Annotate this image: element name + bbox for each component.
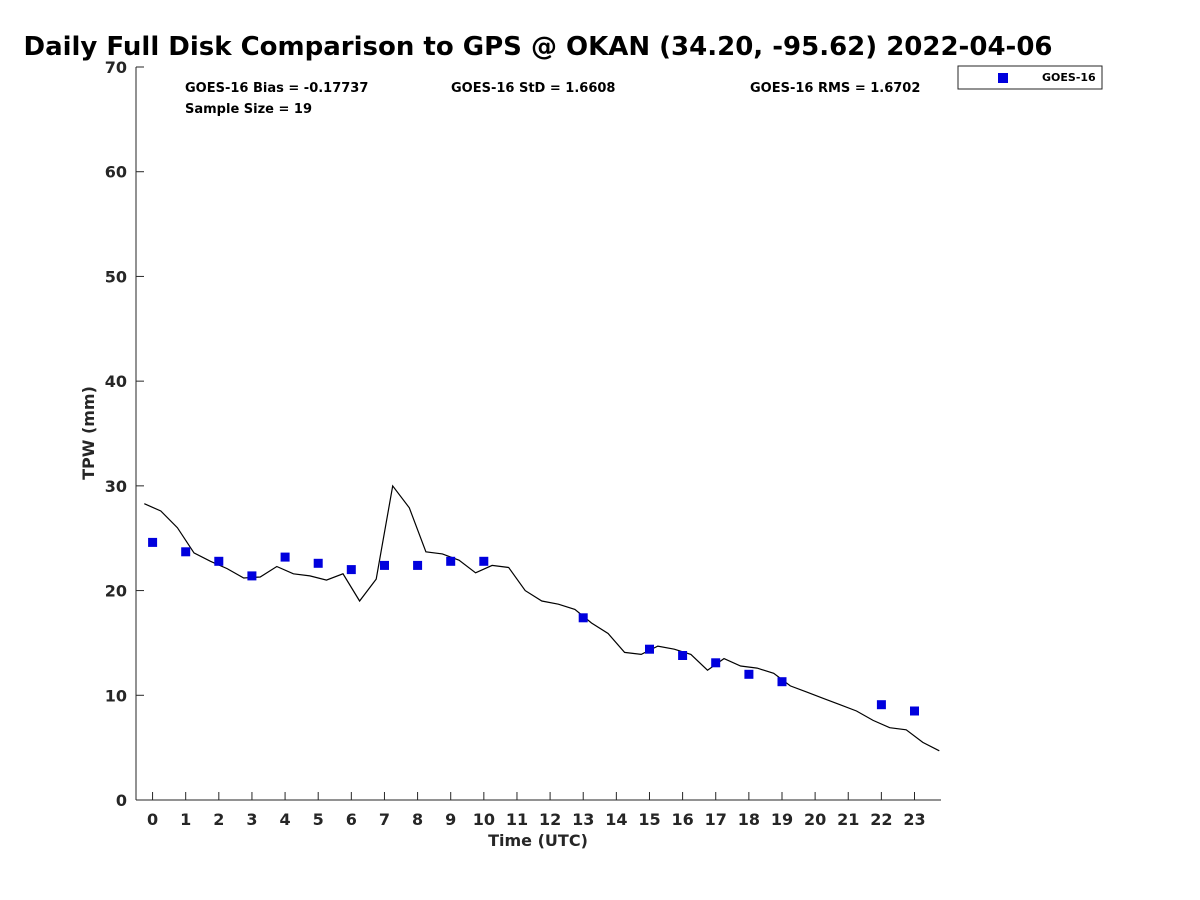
y-tick-label: 60 (105, 163, 127, 182)
x-tick-label: 16 (671, 810, 693, 829)
goes-marker-layer (148, 537, 919, 716)
goes16-data-point (148, 537, 158, 547)
goes16-data-point (876, 700, 886, 710)
goes16-data-point (446, 556, 456, 566)
legend-marker-goes16 (998, 73, 1008, 83)
goes16-data-point (413, 560, 423, 570)
goes16-data-point (578, 613, 588, 623)
x-tick-label: 6 (346, 810, 357, 829)
x-tick-label: 3 (246, 810, 257, 829)
y-tick-label: 40 (105, 372, 127, 391)
x-tick-label: 20 (804, 810, 826, 829)
x-tick-label: 2 (213, 810, 224, 829)
y-tick-label: 0 (116, 791, 127, 810)
x-tick-label: 9 (445, 810, 456, 829)
x-tick-label: 17 (705, 810, 727, 829)
goes16-data-point (744, 669, 754, 679)
goes16-data-point (181, 547, 191, 557)
x-tick-label: 22 (870, 810, 892, 829)
goes16-data-point (280, 552, 290, 562)
x-tick-label: 0 (147, 810, 158, 829)
legend-box (957, 65, 1103, 90)
rms-stat: GOES-16 RMS = 1.6702 (750, 81, 920, 96)
legend-label-goes16: GOES-16 (1042, 71, 1096, 84)
x-tick-label: 15 (638, 810, 660, 829)
gps-line-layer (144, 484, 940, 752)
y-tick-label: 10 (105, 686, 127, 705)
x-tick-label: 1 (180, 810, 191, 829)
goes16-data-point (910, 706, 919, 716)
y-tick-label: 30 (105, 477, 127, 496)
x-tick-label: 5 (313, 810, 324, 829)
std-stat: GOES-16 StD = 1.6608 (451, 81, 615, 96)
x-tick-label: 7 (379, 810, 390, 829)
goes16-data-point (380, 560, 389, 570)
x-tick-label: 11 (506, 810, 528, 829)
goes16-data-point (777, 677, 787, 687)
legend: GOES-16 (957, 65, 1103, 90)
goes16-data-point (711, 658, 721, 668)
goes16-data-point (313, 558, 323, 568)
x-tick-label: 4 (280, 810, 291, 829)
x-tick-label: 19 (771, 810, 793, 829)
sample-size-stat: Sample Size = 19 (185, 102, 312, 117)
y-axis-label: TPW (mm) (79, 386, 98, 480)
x-tick-label: 10 (473, 810, 495, 829)
x-tick-label: 8 (412, 810, 423, 829)
x-tick-label: 18 (738, 810, 760, 829)
chart-title: Daily Full Disk Comparison to GPS @ OKAN… (23, 32, 1052, 62)
goes16-data-point (645, 644, 654, 654)
x-tick-label: 23 (903, 810, 925, 829)
x-tick-label: 13 (572, 810, 594, 829)
goes16-data-point (678, 651, 688, 660)
goes16-data-point (346, 565, 356, 575)
x-tick-label: 14 (605, 810, 627, 829)
gps-tpw-line (144, 484, 940, 752)
y-tick-label: 70 (105, 58, 127, 77)
y-tick-label: 20 (105, 582, 127, 601)
x-tick-label: 12 (539, 810, 561, 829)
y-tick-label: 50 (105, 267, 127, 286)
x-tick-label: 21 (837, 810, 859, 829)
goes16-data-point (479, 556, 489, 566)
bias-stat: GOES-16 Bias = -0.17737 (185, 81, 368, 96)
goes16-data-point (247, 571, 257, 581)
x-axis-label: Time (UTC) (488, 831, 588, 850)
goes16-data-point (214, 556, 224, 566)
